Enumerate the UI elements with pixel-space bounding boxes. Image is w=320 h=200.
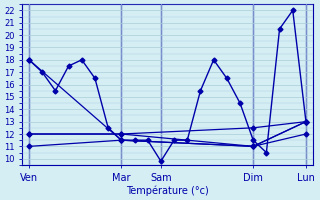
X-axis label: Température (°c): Température (°c) — [126, 185, 209, 196]
